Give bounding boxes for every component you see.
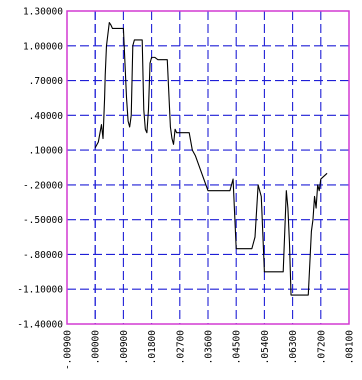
y-tick-label: .70000 — [29, 76, 64, 87]
x-tick-label: .07200 — [316, 330, 327, 365]
series-line — [94, 22, 328, 296]
plot-frame — [66, 10, 350, 325]
y-tick-label: -.20000 — [23, 180, 63, 191]
y-tick-label: .40000 — [29, 111, 64, 122]
y-tick-label: 1.00000 — [23, 41, 63, 52]
x-tick-label: .03600 — [204, 330, 215, 365]
y-tick-label: 1.30000 — [23, 7, 63, 18]
series — [94, 22, 328, 296]
x-tick-labels: -.00900 .00000 .00900 .01800 .02700 .03600 .04… — [63, 330, 356, 370]
y-tick-label: .10000 — [29, 146, 64, 157]
x-tick-label: .00900 — [119, 330, 130, 365]
x-tick-label: -.00900 — [63, 330, 74, 370]
y-tick-label: -1.40000 — [17, 320, 63, 331]
x-tick-label: .06300 — [288, 330, 299, 365]
y-tick-label: -1.10000 — [17, 285, 63, 296]
x-tick-label: .05400 — [260, 330, 271, 365]
y-tick-labels: 1.30000 1.00000 .70000 .40000 .10000 -.20000 -… — [17, 7, 63, 331]
x-tick-label: .02700 — [175, 330, 186, 365]
x-tick-label: .08100 — [345, 330, 356, 365]
y-tick-label: -.50000 — [23, 215, 63, 226]
x-tick-label: .01800 — [147, 330, 158, 365]
x-tick-label: .04500 — [232, 330, 243, 365]
y-tick-label: -.80000 — [23, 250, 63, 261]
grid — [67, 11, 349, 324]
x-tick-label: .00000 — [91, 330, 102, 365]
